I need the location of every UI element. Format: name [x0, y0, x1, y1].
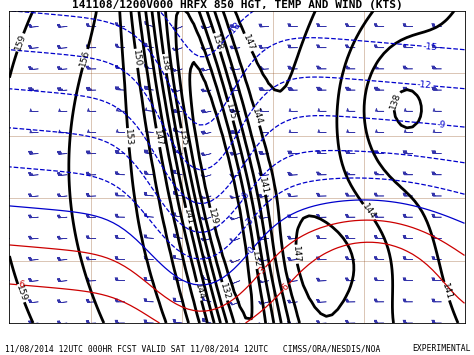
Text: 3: 3 — [257, 265, 268, 275]
Text: 6: 6 — [281, 282, 291, 292]
Text: 0: 0 — [246, 245, 257, 255]
Text: 11/08/2014 12UTC 000HR FCST VALID SAT 11/08/2014 12UTC   CIMSS/ORA/NESDIS/NOA: 11/08/2014 12UTC 000HR FCST VALID SAT 11… — [5, 344, 380, 353]
Title: 141108/1200V000 HRFX 850 HGT, TEMP AND WIND (KTS): 141108/1200V000 HRFX 850 HGT, TEMP AND W… — [72, 0, 402, 10]
Text: 156: 156 — [79, 49, 91, 68]
Text: 150: 150 — [131, 49, 142, 67]
Text: 138: 138 — [388, 91, 402, 110]
Text: 153: 153 — [123, 129, 134, 147]
Text: 138: 138 — [159, 54, 171, 73]
Text: 129: 129 — [206, 208, 219, 226]
Text: 135: 135 — [224, 102, 237, 121]
Text: 144: 144 — [360, 202, 377, 222]
Text: 159: 159 — [14, 284, 28, 303]
Text: 141: 141 — [440, 282, 453, 301]
Text: 159: 159 — [13, 33, 27, 52]
Text: -6: -6 — [239, 190, 252, 202]
Text: 132: 132 — [218, 282, 231, 301]
Text: -15: -15 — [422, 42, 438, 52]
Text: 144: 144 — [250, 107, 264, 126]
Text: 147: 147 — [152, 129, 164, 147]
Text: 138: 138 — [210, 33, 224, 52]
Text: -9: -9 — [437, 120, 447, 130]
Text: 6: 6 — [18, 280, 24, 290]
Text: EXPERIMENTAL: EXPERIMENTAL — [412, 344, 471, 353]
Text: 141: 141 — [257, 176, 270, 195]
Text: -3: -3 — [243, 216, 255, 229]
Text: 144: 144 — [192, 282, 206, 301]
Text: -12: -12 — [417, 80, 432, 90]
Text: 135: 135 — [177, 129, 189, 147]
Text: 147: 147 — [291, 245, 301, 263]
Text: 147: 147 — [241, 33, 255, 52]
Text: 141: 141 — [182, 208, 194, 226]
Text: -18: -18 — [226, 20, 242, 37]
Text: 132: 132 — [249, 250, 261, 269]
